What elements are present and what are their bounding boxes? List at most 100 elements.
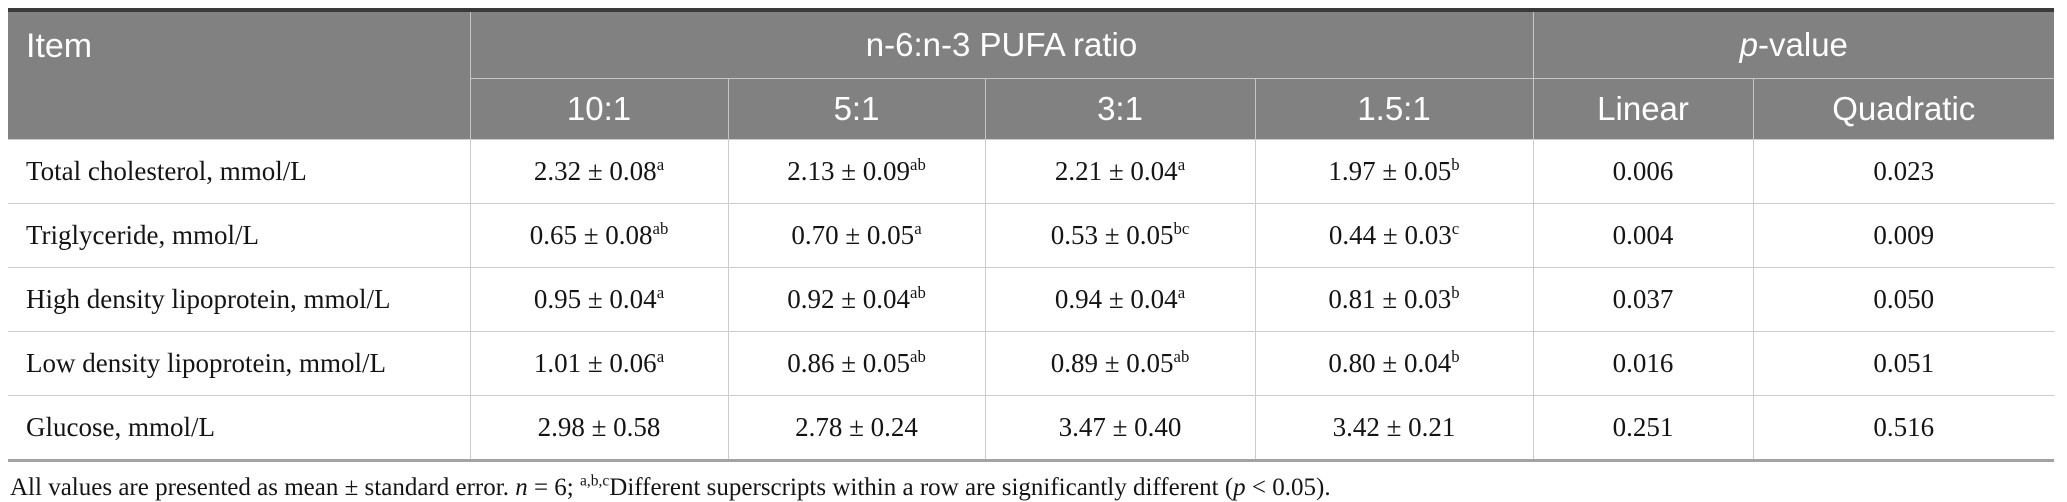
value-cell: 0.81 ± 0.03b — [1254, 267, 1534, 332]
footnote-text: < 0.05). — [1245, 474, 1331, 501]
p-quadratic-cell: 0.023 — [1752, 139, 2055, 204]
mean-se-value: 3.42 ± 0.21 — [1332, 412, 1456, 442]
value-cell: 2.32 ± 0.08a — [469, 139, 728, 204]
mean-se-value: 0.81 ± 0.03 — [1328, 284, 1452, 314]
p-quadratic-cell: 0.009 — [1752, 203, 2055, 268]
significance-superscript: a — [1177, 283, 1186, 302]
mean-se-value: 0.86 ± 0.05 — [787, 348, 911, 378]
value-cell: 0.89 ± 0.05ab — [984, 331, 1255, 396]
table-row-ldl: Low density lipoprotein, mmol/L 1.01 ± 0… — [8, 331, 2055, 396]
column-header-p-quadratic: Quadratic — [1752, 78, 2055, 140]
value-cell: 0.95 ± 0.04a — [469, 267, 728, 332]
row-item-label: Low density lipoprotein, mmol/L — [8, 331, 470, 396]
mean-se-value: 2.78 ± 0.24 — [795, 412, 918, 442]
column-header-p-linear: Linear — [1532, 78, 1754, 140]
p-value-rest: -value — [1758, 26, 1848, 63]
significance-superscript: c — [1451, 219, 1460, 238]
p-linear-cell: 0.004 — [1532, 203, 1754, 268]
significance-superscript: b — [1451, 347, 1460, 366]
value-cell: 2.13 ± 0.09ab — [727, 139, 985, 204]
significance-superscript: ab — [910, 347, 926, 366]
column-header-item: Item — [8, 10, 470, 140]
column-group-p-value: p-value — [1532, 10, 2055, 79]
significance-superscript: a — [1177, 155, 1186, 174]
p-linear-cell: 0.037 — [1532, 267, 1754, 332]
significance-superscript: ab — [1173, 347, 1190, 366]
column-header-ratio-10-1: 10:1 — [469, 78, 728, 140]
significance-superscript: ab — [910, 283, 926, 302]
value-cell: 0.53 ± 0.05bc — [984, 203, 1255, 268]
mean-se-value: 2.32 ± 0.08 — [533, 156, 657, 186]
footnote-p-italic: p — [1233, 474, 1246, 501]
mean-se-value: 0.94 ± 0.04 — [1054, 284, 1178, 314]
significance-superscript: b — [1451, 283, 1460, 302]
p-linear-cell: 0.251 — [1532, 395, 1754, 461]
column-header-ratio-3-1: 3:1 — [984, 78, 1255, 140]
value-cell: 0.70 ± 0.05a — [727, 203, 985, 268]
header-row-groups: Item n-6:n-3 PUFA ratio p-value — [8, 10, 2055, 140]
column-group-pufa-ratio: n-6:n-3 PUFA ratio — [469, 10, 1534, 79]
mean-se-value: 0.65 ± 0.08 — [529, 220, 653, 250]
value-cell: 0.80 ± 0.04b — [1254, 331, 1534, 396]
mean-se-value: 0.44 ± 0.03 — [1328, 220, 1452, 250]
row-item-label: Glucose, mmol/L — [8, 395, 470, 461]
value-cell: 3.42 ± 0.21 — [1254, 395, 1534, 461]
table-header: Item n-6:n-3 PUFA ratio p-value 10:1 5:1… — [8, 10, 2055, 140]
row-item-label: Total cholesterol, mmol/L — [8, 139, 470, 204]
value-cell: 3.47 ± 0.40 — [984, 395, 1255, 461]
row-item-label: High density lipoprotein, mmol/L — [8, 267, 470, 332]
significance-superscript: a — [656, 155, 665, 174]
mean-se-value: 0.89 ± 0.05 — [1050, 348, 1174, 378]
significance-superscript: a — [656, 283, 665, 302]
significance-superscript: a — [914, 219, 922, 238]
significance-superscript: ab — [652, 219, 669, 238]
results-table: Item n-6:n-3 PUFA ratio p-value 10:1 5:1… — [8, 8, 2055, 462]
table-row-glucose: Glucose, mmol/L 2.98 ± 0.58 2.78 ± 0.24 … — [8, 395, 2055, 461]
p-quadratic-cell: 0.516 — [1752, 395, 2055, 461]
p-value-italic-p: p — [1739, 26, 1759, 63]
mean-se-value: 0.92 ± 0.04 — [787, 284, 911, 314]
mean-se-value: 0.70 ± 0.05 — [791, 220, 915, 250]
mean-se-value: 0.53 ± 0.05 — [1050, 220, 1174, 250]
value-cell: 2.21 ± 0.04a — [984, 139, 1255, 204]
footnote-text: = 6; — [527, 474, 580, 501]
value-cell: 1.97 ± 0.05b — [1254, 139, 1534, 204]
mean-se-value: 1.01 ± 0.06 — [533, 348, 657, 378]
column-header-ratio-1-5-1: 1.5:1 — [1254, 78, 1534, 140]
mean-se-value: 2.98 ± 0.58 — [537, 412, 661, 442]
significance-superscript: ab — [910, 155, 926, 174]
value-cell: 2.78 ± 0.24 — [727, 395, 985, 461]
significance-superscript: a — [656, 347, 665, 366]
p-quadratic-cell: 0.050 — [1752, 267, 2055, 332]
table-row-triglyceride: Triglyceride, mmol/L 0.65 ± 0.08ab 0.70 … — [8, 203, 2055, 268]
mean-se-value: 1.97 ± 0.05 — [1328, 156, 1452, 186]
footnote-n-italic: n — [515, 474, 528, 501]
mean-se-value: 0.80 ± 0.04 — [1328, 348, 1452, 378]
value-cell: 0.44 ± 0.03c — [1254, 203, 1534, 268]
table-row-total-cholesterol: Total cholesterol, mmol/L 2.32 ± 0.08a 2… — [8, 139, 2055, 204]
header-row-subcolumns: 10:1 5:1 3:1 1.5:1 Linear Quadratic — [8, 78, 2055, 140]
column-header-ratio-5-1: 5:1 — [727, 78, 985, 140]
footnote-superscript-abc: a,b,c — [580, 472, 610, 490]
value-cell: 0.92 ± 0.04ab — [727, 267, 985, 332]
value-cell: 0.65 ± 0.08ab — [469, 203, 728, 268]
value-cell: 1.01 ± 0.06a — [469, 331, 728, 396]
mean-se-value: 2.21 ± 0.04 — [1054, 156, 1178, 186]
p-linear-cell: 0.006 — [1532, 139, 1754, 204]
mean-se-value: 3.47 ± 0.40 — [1058, 412, 1182, 442]
significance-superscript: b — [1451, 155, 1460, 174]
value-cell: 0.86 ± 0.05ab — [727, 331, 985, 396]
footnote-text: All values are presented as mean ± stand… — [10, 474, 516, 501]
row-item-label: Triglyceride, mmol/L — [8, 203, 470, 268]
value-cell: 0.94 ± 0.04a — [984, 267, 1255, 332]
mean-se-value: 2.13 ± 0.09 — [787, 156, 911, 186]
footnote-text: Different superscripts within a row are … — [609, 474, 1234, 501]
p-linear-cell: 0.016 — [1532, 331, 1754, 396]
table-footnote: All values are presented as mean ± stand… — [10, 472, 2067, 502]
p-quadratic-cell: 0.051 — [1752, 331, 2055, 396]
mean-se-value: 0.95 ± 0.04 — [533, 284, 657, 314]
table-row-hdl: High density lipoprotein, mmol/L 0.95 ± … — [8, 267, 2055, 332]
value-cell: 2.98 ± 0.58 — [469, 395, 728, 461]
table-body: Total cholesterol, mmol/L 2.32 ± 0.08a 2… — [8, 139, 2055, 461]
